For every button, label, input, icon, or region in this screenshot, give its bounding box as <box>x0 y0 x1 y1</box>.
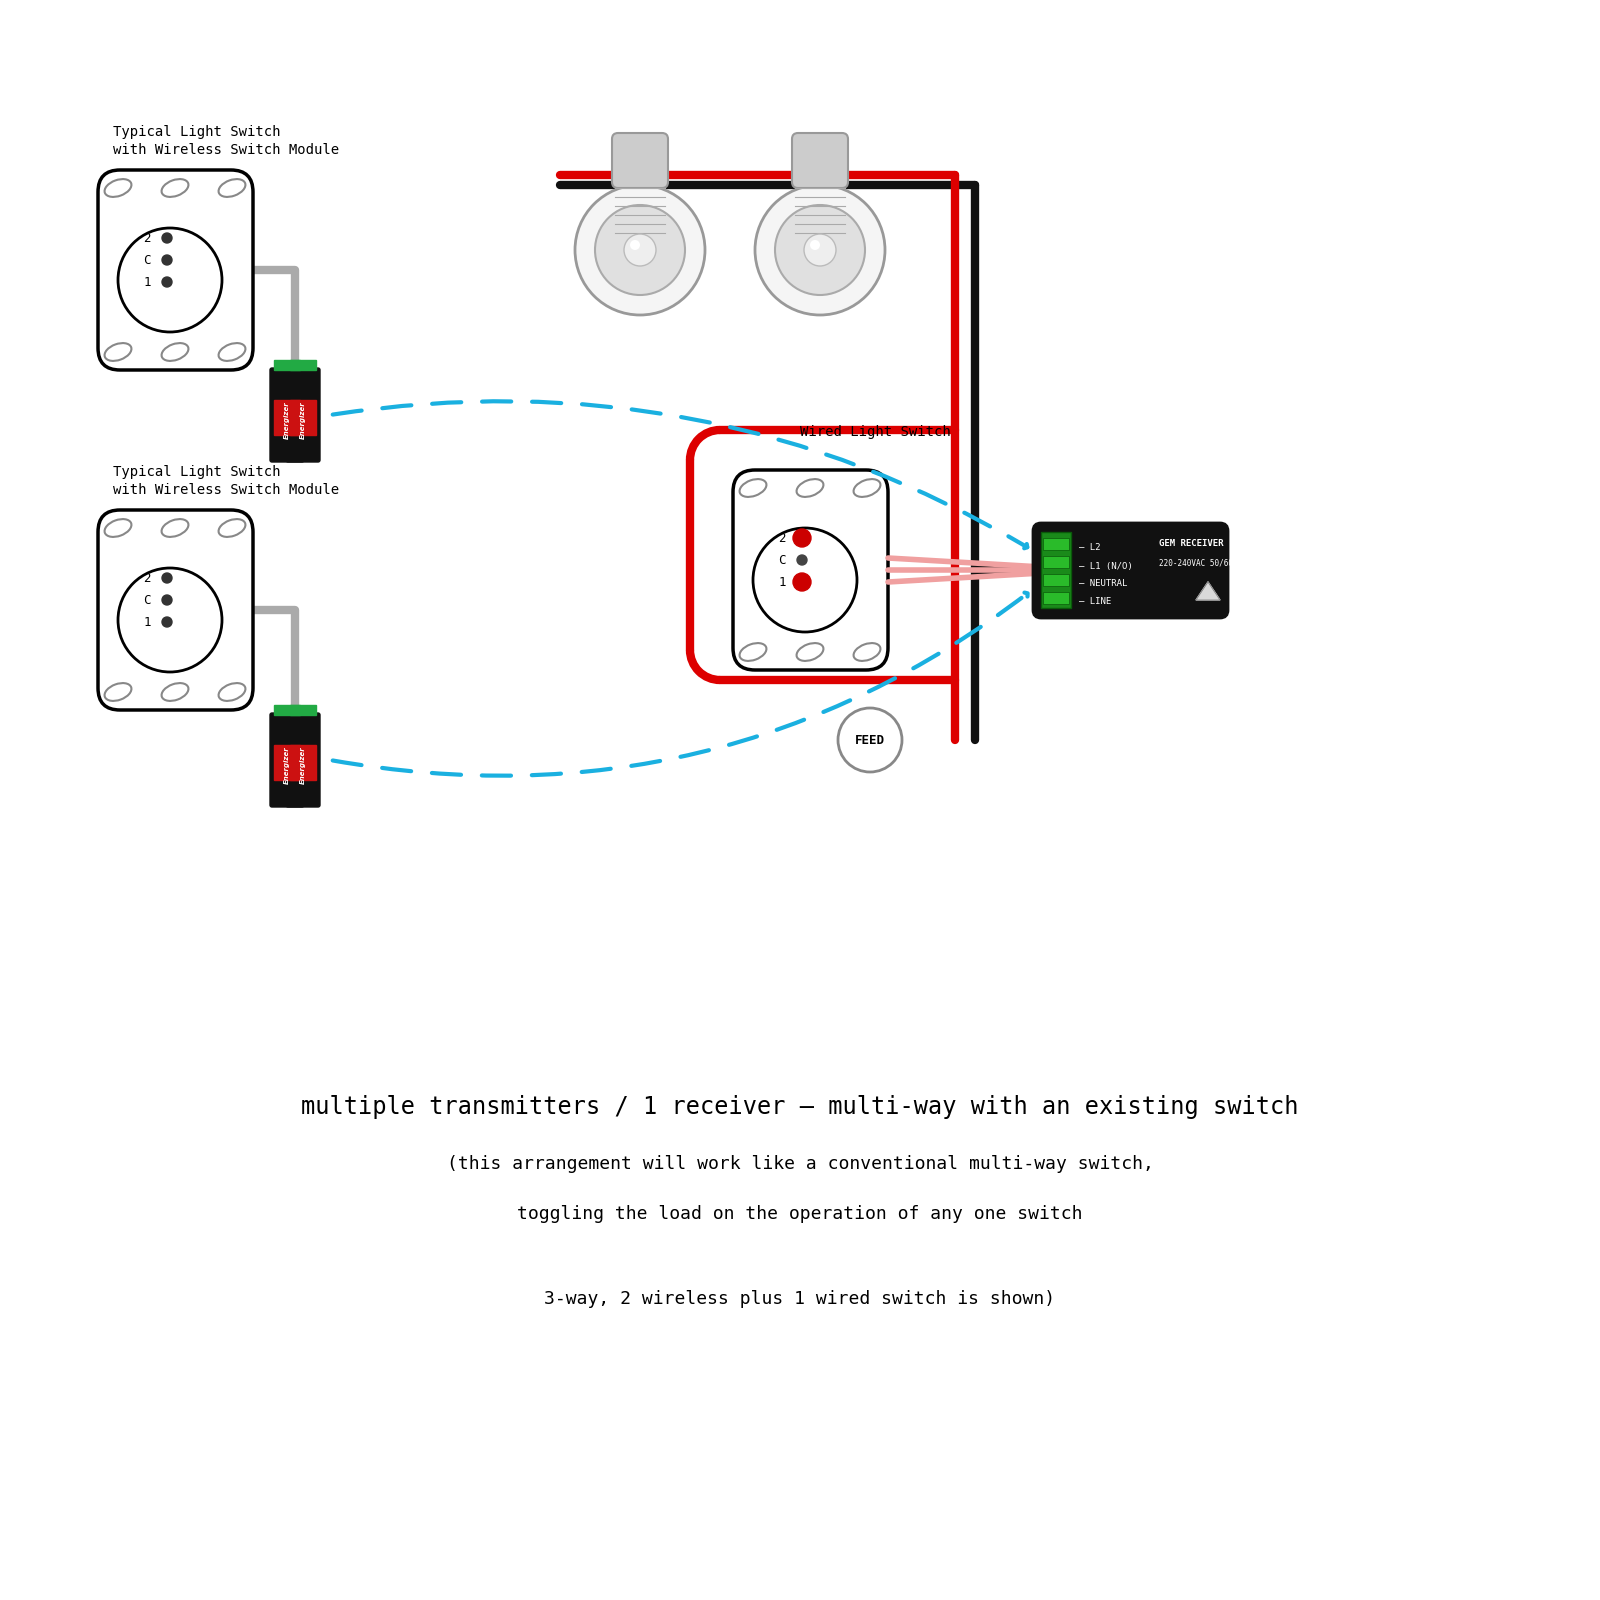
Ellipse shape <box>162 518 189 538</box>
Circle shape <box>774 205 866 294</box>
FancyBboxPatch shape <box>270 368 304 462</box>
Circle shape <box>595 205 685 294</box>
Text: 1: 1 <box>144 616 150 629</box>
Text: 1: 1 <box>778 576 786 589</box>
Ellipse shape <box>739 478 766 498</box>
Bar <box>274 400 301 435</box>
Text: (this arrangement will work like a conventional multi-way switch,: (this arrangement will work like a conve… <box>446 1155 1154 1173</box>
Text: 2: 2 <box>144 232 150 245</box>
Ellipse shape <box>797 478 824 498</box>
Text: 220-240VAC 50/60Hz  Maximum 500W load  Indoor use only: 220-240VAC 50/60Hz Maximum 500W load Ind… <box>1158 558 1408 568</box>
Circle shape <box>630 240 640 250</box>
Bar <box>290 360 317 370</box>
Ellipse shape <box>739 643 766 661</box>
Bar <box>274 746 301 781</box>
Text: C: C <box>144 253 150 267</box>
Text: Energizer: Energizer <box>285 402 290 438</box>
Ellipse shape <box>853 643 880 661</box>
Text: — L1 (N/O): — L1 (N/O) <box>1078 562 1133 571</box>
Text: 1: 1 <box>144 275 150 288</box>
FancyBboxPatch shape <box>1034 523 1229 618</box>
Circle shape <box>162 573 173 582</box>
Circle shape <box>162 254 173 266</box>
Ellipse shape <box>104 342 131 362</box>
Ellipse shape <box>797 643 824 661</box>
FancyBboxPatch shape <box>792 133 848 187</box>
Circle shape <box>162 595 173 605</box>
Circle shape <box>794 573 811 590</box>
Bar <box>1043 574 1069 586</box>
Circle shape <box>162 234 173 243</box>
Polygon shape <box>1197 582 1221 600</box>
Circle shape <box>810 240 819 250</box>
Bar <box>274 706 301 715</box>
Text: toggling the load on the operation of any one switch: toggling the load on the operation of an… <box>517 1205 1083 1222</box>
Text: — NEUTRAL: — NEUTRAL <box>1078 579 1128 589</box>
Ellipse shape <box>219 179 245 197</box>
Text: multiple transmitters / 1 receiver – multi-way with an existing switch: multiple transmitters / 1 receiver – mul… <box>301 1094 1299 1118</box>
Text: C: C <box>144 594 150 606</box>
Bar <box>290 706 317 715</box>
Circle shape <box>838 707 902 773</box>
Ellipse shape <box>853 478 880 498</box>
Text: Energizer: Energizer <box>285 746 290 784</box>
Ellipse shape <box>219 683 245 701</box>
Ellipse shape <box>104 179 131 197</box>
Text: Typical Light Switch
with Wireless Switch Module: Typical Light Switch with Wireless Switc… <box>114 466 339 498</box>
Ellipse shape <box>219 342 245 362</box>
FancyBboxPatch shape <box>98 170 253 370</box>
Circle shape <box>574 186 706 315</box>
Text: C: C <box>778 554 786 566</box>
Ellipse shape <box>162 179 189 197</box>
Circle shape <box>794 530 811 547</box>
Circle shape <box>754 528 858 632</box>
Text: 3-way, 2 wireless plus 1 wired switch is shown): 3-way, 2 wireless plus 1 wired switch is… <box>544 1290 1056 1309</box>
FancyBboxPatch shape <box>733 470 888 670</box>
Bar <box>1043 557 1069 568</box>
Bar <box>1043 538 1069 550</box>
FancyBboxPatch shape <box>286 714 320 806</box>
Ellipse shape <box>162 342 189 362</box>
Bar <box>274 360 301 370</box>
Text: 2: 2 <box>144 571 150 584</box>
Ellipse shape <box>104 518 131 538</box>
FancyBboxPatch shape <box>286 368 320 462</box>
Text: — L2: — L2 <box>1078 544 1101 552</box>
FancyBboxPatch shape <box>270 714 304 806</box>
Ellipse shape <box>104 683 131 701</box>
Text: — LINE: — LINE <box>1078 597 1112 606</box>
Bar <box>1043 592 1069 603</box>
Circle shape <box>805 234 835 266</box>
FancyBboxPatch shape <box>98 510 253 710</box>
Text: Typical Light Switch
with Wireless Switch Module: Typical Light Switch with Wireless Switc… <box>114 125 339 157</box>
Bar <box>1042 531 1070 608</box>
Circle shape <box>118 227 222 333</box>
Circle shape <box>755 186 885 315</box>
Ellipse shape <box>162 683 189 701</box>
FancyBboxPatch shape <box>611 133 669 187</box>
Text: Wired Light Switch: Wired Light Switch <box>800 426 950 438</box>
Circle shape <box>624 234 656 266</box>
Circle shape <box>118 568 222 672</box>
Text: 2: 2 <box>778 531 786 544</box>
Circle shape <box>162 277 173 286</box>
Bar <box>290 746 317 781</box>
Circle shape <box>797 555 806 565</box>
Text: GEM RECEIVER: GEM RECEIVER <box>1158 539 1224 547</box>
Text: FEED: FEED <box>854 733 885 747</box>
Circle shape <box>162 618 173 627</box>
Text: Energizer: Energizer <box>301 746 306 784</box>
Ellipse shape <box>219 518 245 538</box>
Text: Energizer: Energizer <box>301 402 306 438</box>
Bar <box>290 400 317 435</box>
